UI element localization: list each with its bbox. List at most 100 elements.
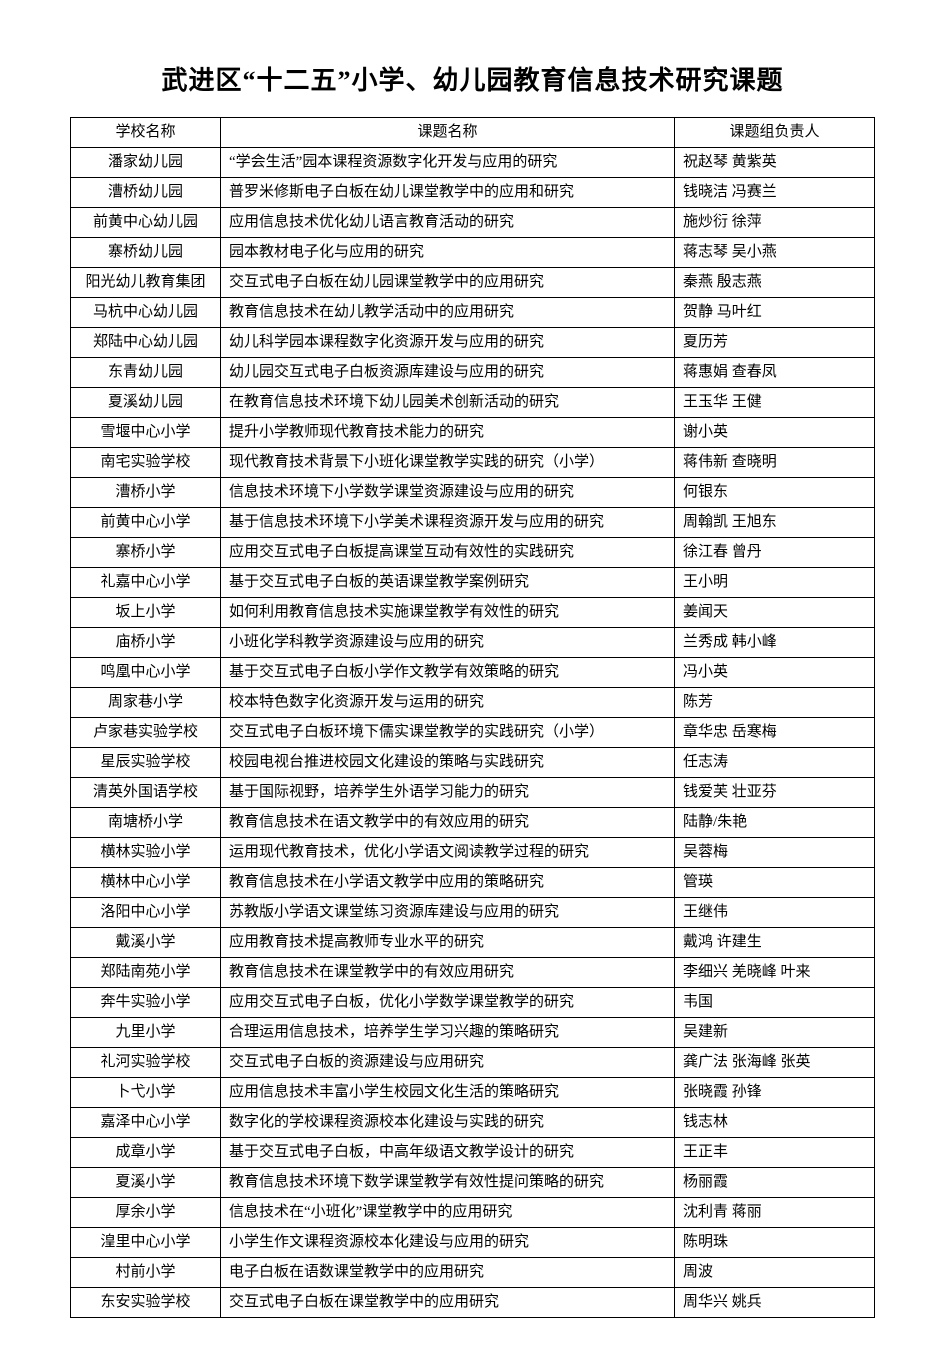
cell-school: 礼河实验学校 [71, 1048, 221, 1078]
cell-topic: 应用教育技术提高教师专业水平的研究 [221, 928, 675, 958]
cell-topic: 现代教育技术背景下小班化课堂教学实践的研究（小学） [221, 448, 675, 478]
cell-leader: 周波 [675, 1258, 875, 1288]
cell-school: 坂上小学 [71, 598, 221, 628]
cell-leader: 韦国 [675, 988, 875, 1018]
cell-topic: 幼儿科学园本课程数字化资源开发与应用的研究 [221, 328, 675, 358]
cell-school: 成章小学 [71, 1138, 221, 1168]
cell-school: 夏溪小学 [71, 1168, 221, 1198]
cell-school: 礼嘉中心小学 [71, 568, 221, 598]
cell-leader: 陈芳 [675, 688, 875, 718]
cell-school: 厚余小学 [71, 1198, 221, 1228]
cell-leader: 张晓霞 孙锋 [675, 1078, 875, 1108]
cell-topic: 交互式电子白板在幼儿园课堂教学中的应用研究 [221, 268, 675, 298]
cell-school: 阳光幼儿教育集团 [71, 268, 221, 298]
cell-topic: 交互式电子白板环境下儒实课堂教学的实践研究（小学） [221, 718, 675, 748]
cell-leader: 周翰凯 王旭东 [675, 508, 875, 538]
cell-leader: 周华兴 姚兵 [675, 1288, 875, 1318]
cell-school: 潘家幼儿园 [71, 148, 221, 178]
table-row: 寨桥小学应用交互式电子白板提高课堂互动有效性的实践研究徐江春 曾丹 [71, 538, 875, 568]
cell-leader: 王小明 [675, 568, 875, 598]
table-row: 东青幼儿园幼儿园交互式电子白板资源库建设与应用的研究蒋惠娟 查春凤 [71, 358, 875, 388]
table-row: 村前小学电子白板在语数课堂教学中的应用研究周波 [71, 1258, 875, 1288]
cell-leader: 陈明珠 [675, 1228, 875, 1258]
cell-school: 漕桥幼儿园 [71, 178, 221, 208]
cell-leader: 吴建新 [675, 1018, 875, 1048]
cell-school: 寨桥幼儿园 [71, 238, 221, 268]
cell-school: 村前小学 [71, 1258, 221, 1288]
cell-topic: 基于国际视野，培养学生外语学习能力的研究 [221, 778, 675, 808]
cell-leader: 徐江春 曾丹 [675, 538, 875, 568]
cell-leader: 夏历芳 [675, 328, 875, 358]
table-row: 前黄中心小学基于信息技术环境下小学美术课程资源开发与应用的研究周翰凯 王旭东 [71, 508, 875, 538]
cell-school: 横林实验小学 [71, 838, 221, 868]
table-row: 戴溪小学应用教育技术提高教师专业水平的研究戴鸿 许建生 [71, 928, 875, 958]
cell-school: 前黄中心幼儿园 [71, 208, 221, 238]
cell-topic: 校园电视台推进校园文化建设的策略与实践研究 [221, 748, 675, 778]
cell-school: 南塘桥小学 [71, 808, 221, 838]
cell-leader: 任志涛 [675, 748, 875, 778]
cell-topic: 基于交互式电子白板小学作文教学有效策略的研究 [221, 658, 675, 688]
cell-topic: 教育信息技术在语文教学中的有效应用的研究 [221, 808, 675, 838]
cell-topic: 信息技术环境下小学数学课堂资源建设与应用的研究 [221, 478, 675, 508]
cell-school: 南宅实验学校 [71, 448, 221, 478]
cell-leader: 沈利青 蒋丽 [675, 1198, 875, 1228]
cell-leader: 吴蓉梅 [675, 838, 875, 868]
cell-topic: 基于交互式电子白板的英语课堂教学案例研究 [221, 568, 675, 598]
cell-school: 卢家巷实验学校 [71, 718, 221, 748]
cell-topic: 教育信息技术环境下数学课堂教学有效性提问策略的研究 [221, 1168, 675, 1198]
cell-topic: 苏教版小学语文课堂练习资源库建设与应用的研究 [221, 898, 675, 928]
cell-leader: 杨丽霞 [675, 1168, 875, 1198]
cell-leader: 施炒衍 徐萍 [675, 208, 875, 238]
cell-topic: 应用交互式电子白板提高课堂互动有效性的实践研究 [221, 538, 675, 568]
cell-topic: 数字化的学校课程资源校本化建设与实践的研究 [221, 1108, 675, 1138]
cell-school: 雪堰中心小学 [71, 418, 221, 448]
cell-topic: 交互式电子白板在课堂教学中的应用研究 [221, 1288, 675, 1318]
cell-topic: 应用信息技术丰富小学生校园文化生活的策略研究 [221, 1078, 675, 1108]
cell-leader: 祝赵琴 黄紫英 [675, 148, 875, 178]
table-row: 星辰实验学校校园电视台推进校园文化建设的策略与实践研究任志涛 [71, 748, 875, 778]
table-row: 庙桥小学小班化学科教学资源建设与应用的研究兰秀成 韩小峰 [71, 628, 875, 658]
table-row: 礼嘉中心小学基于交互式电子白板的英语课堂教学案例研究王小明 [71, 568, 875, 598]
cell-school: 郑陆中心幼儿园 [71, 328, 221, 358]
cell-school: 横林中心小学 [71, 868, 221, 898]
cell-leader: 王正丰 [675, 1138, 875, 1168]
cell-leader: 龚广法 张海峰 张英 [675, 1048, 875, 1078]
cell-leader: 蒋惠娟 查春凤 [675, 358, 875, 388]
table-row: 郑陆南苑小学教育信息技术在课堂教学中的有效应用研究李细兴 羌晓峰 叶来 [71, 958, 875, 988]
cell-topic: 小班化学科教学资源建设与应用的研究 [221, 628, 675, 658]
table-row: 漕桥小学信息技术环境下小学数学课堂资源建设与应用的研究何银东 [71, 478, 875, 508]
table-row: 横林中心小学教育信息技术在小学语文教学中应用的策略研究管瑛 [71, 868, 875, 898]
cell-leader: 王玉华 王健 [675, 388, 875, 418]
cell-topic: 教育信息技术在课堂教学中的有效应用研究 [221, 958, 675, 988]
table-row: 南宅实验学校现代教育技术背景下小班化课堂教学实践的研究（小学）蒋伟新 查晓明 [71, 448, 875, 478]
cell-topic: 如何利用教育信息技术实施课堂教学有效性的研究 [221, 598, 675, 628]
table-row: 漕桥幼儿园普罗米修斯电子白板在幼儿课堂教学中的应用和研究钱晓洁 冯赛兰 [71, 178, 875, 208]
cell-school: 九里小学 [71, 1018, 221, 1048]
cell-topic: 小学生作文课程资源校本化建设与应用的研究 [221, 1228, 675, 1258]
cell-school: 周家巷小学 [71, 688, 221, 718]
cell-leader: 管瑛 [675, 868, 875, 898]
cell-leader: 蒋伟新 查晓明 [675, 448, 875, 478]
cell-leader: 戴鸿 许建生 [675, 928, 875, 958]
table-row: 周家巷小学校本特色数字化资源开发与运用的研究陈芳 [71, 688, 875, 718]
cell-school: 夏溪幼儿园 [71, 388, 221, 418]
table-row: 坂上小学如何利用教育信息技术实施课堂教学有效性的研究姜闻天 [71, 598, 875, 628]
cell-school: 东青幼儿园 [71, 358, 221, 388]
cell-school: 鸣凰中心小学 [71, 658, 221, 688]
cell-topic: 基于交互式电子白板，中高年级语文教学设计的研究 [221, 1138, 675, 1168]
cell-topic: 电子白板在语数课堂教学中的应用研究 [221, 1258, 675, 1288]
cell-leader: 兰秀成 韩小峰 [675, 628, 875, 658]
table-row: 前黄中心幼儿园应用信息技术优化幼儿语言教育活动的研究施炒衍 徐萍 [71, 208, 875, 238]
col-topic: 课题名称 [221, 118, 675, 148]
cell-school: 奔牛实验小学 [71, 988, 221, 1018]
table-row: 郑陆中心幼儿园幼儿科学园本课程数字化资源开发与应用的研究夏历芳 [71, 328, 875, 358]
cell-school: 马杭中心幼儿园 [71, 298, 221, 328]
cell-topic: 校本特色数字化资源开发与运用的研究 [221, 688, 675, 718]
table-row: 洛阳中心小学苏教版小学语文课堂练习资源库建设与应用的研究王继伟 [71, 898, 875, 928]
cell-topic: 教育信息技术在幼儿教学活动中的应用研究 [221, 298, 675, 328]
cell-leader: 钱爱芙 壮亚芬 [675, 778, 875, 808]
table-row: 卜弋小学应用信息技术丰富小学生校园文化生活的策略研究张晓霞 孙锋 [71, 1078, 875, 1108]
cell-leader: 谢小英 [675, 418, 875, 448]
table-row: 厚余小学信息技术在“小班化”课堂教学中的应用研究沈利青 蒋丽 [71, 1198, 875, 1228]
cell-school: 戴溪小学 [71, 928, 221, 958]
